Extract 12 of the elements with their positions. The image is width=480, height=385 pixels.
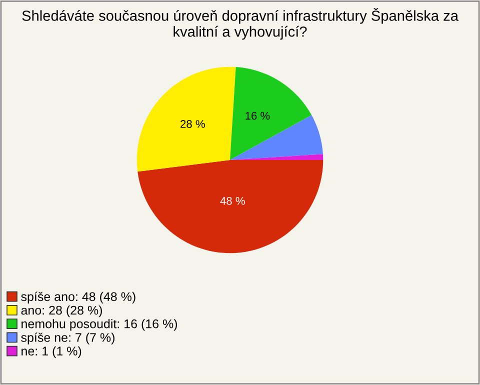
chart-title: Shledáváte současnou úroveň dopravní infrastruktury Španělska za kvalitní a vyhovující? <box>22 8 458 40</box>
data-label: 48 % <box>220 196 245 205</box>
legend-label: spíše ne: 7 (7 %) <box>21 332 114 344</box>
data-label: 28 % <box>180 120 205 128</box>
pie-slice <box>136 66 236 172</box>
pie-slice <box>138 160 324 254</box>
legend-label: ano: 28 (28 %) <box>21 305 102 318</box>
legend-label: nemohu posoudit: 16 (16 %) <box>22 319 178 331</box>
legend-label: ne: 1 (1 %) <box>22 346 82 358</box>
pie-slice <box>230 67 312 160</box>
legend-label: spíše ano: 48 (48 %) <box>21 292 136 304</box>
data-label: 16 % <box>246 112 270 120</box>
